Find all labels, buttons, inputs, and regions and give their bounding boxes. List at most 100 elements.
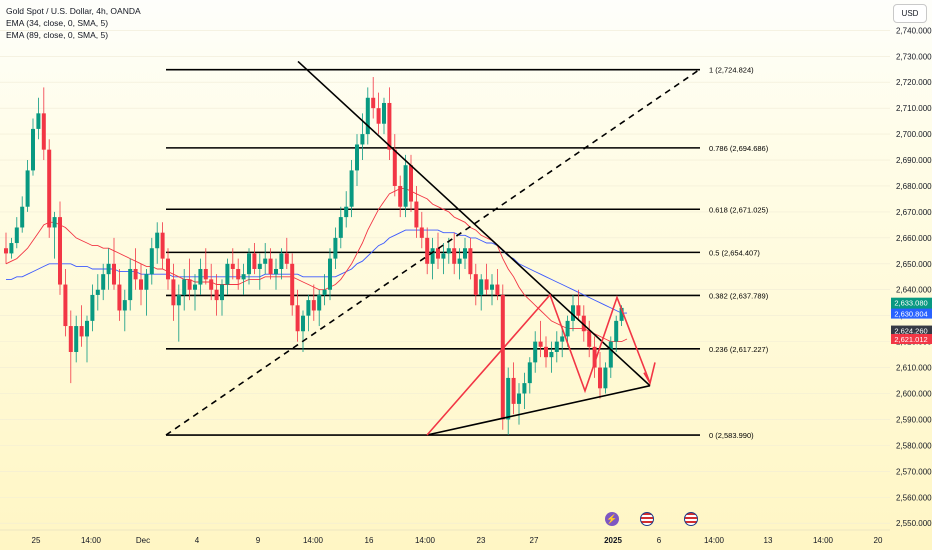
candle-body — [112, 263, 116, 285]
price-label-value: 2,630.804 — [894, 310, 927, 319]
candle-body — [252, 253, 257, 269]
candle-body — [14, 227, 19, 244]
candle-body — [139, 279, 143, 290]
candle-body — [414, 201, 419, 228]
ema34-path — [5, 188, 628, 343]
ema89-legend[interactable]: EMA (89, close, 0, SMA, 5) — [6, 30, 109, 40]
y-tick-label: 2,590.000 — [896, 415, 932, 424]
candle-body — [236, 268, 241, 280]
x-tick-label: 4 — [195, 536, 200, 545]
candle-body — [306, 300, 311, 316]
y-tick-label: 2,730.000 — [896, 52, 932, 61]
fib-levels — [166, 68, 700, 436]
candle-body — [436, 248, 440, 259]
y-tick-label: 2,660.000 — [896, 234, 932, 243]
y-tick-label: 2,570.000 — [896, 467, 932, 476]
ema34-legend[interactable]: EMA (34, close, 0, SMA, 5) — [6, 18, 109, 28]
symbol-title[interactable]: Gold Spot / U.S. Dollar, 4h, OANDA — [6, 6, 141, 16]
y-gridlines — [0, 30, 890, 524]
x-tick-label: 6 — [657, 536, 662, 545]
candle-body — [425, 237, 430, 264]
us-flag-event-icon[interactable] — [684, 512, 698, 526]
candle-body — [187, 279, 192, 290]
y-tick-label: 2,610.000 — [896, 364, 932, 373]
x-tick-label: 27 — [530, 536, 539, 545]
candle-body — [592, 346, 597, 368]
candle-body — [36, 113, 41, 129]
candle-body — [576, 305, 581, 316]
candle-body — [495, 284, 500, 295]
y-tick-label: 2,560.000 — [896, 493, 932, 502]
x-tick-label: 16 — [365, 536, 374, 545]
candle-body — [171, 279, 176, 306]
candle-body — [279, 253, 284, 269]
candle-body — [122, 300, 127, 311]
fib-level-label: 0.786 (2,694.686) — [709, 144, 769, 153]
ema89-line — [6, 229, 627, 314]
candle-body — [317, 294, 322, 311]
candle-body — [68, 326, 73, 352]
us-flag-event-icon[interactable] — [640, 512, 654, 526]
candle-body — [500, 294, 505, 420]
candle-body — [571, 305, 575, 321]
candle-body — [52, 217, 57, 228]
candle-body — [295, 305, 300, 332]
price-label-tag — [891, 333, 932, 344]
candle-body — [392, 149, 397, 186]
candle-body — [614, 320, 619, 342]
candle-body — [403, 165, 408, 207]
y-tick-label: 2,640.000 — [896, 286, 932, 295]
lightning-event-icon[interactable]: ⚡ — [605, 512, 619, 526]
candle-body — [457, 258, 462, 264]
fib-level-label: 0 (2,583.990) — [709, 431, 754, 440]
candle-body — [31, 128, 35, 171]
price-label-tag — [891, 325, 932, 336]
fib-diagonal — [165, 68, 701, 436]
x-tick-label: 23 — [477, 536, 486, 545]
candle-body — [349, 170, 354, 207]
candle-body — [117, 284, 122, 311]
x-tick-label: 9 — [256, 536, 261, 545]
candle-body — [603, 367, 608, 389]
candle-body — [398, 185, 403, 207]
candle-body — [106, 263, 111, 275]
projection-path — [426, 293, 651, 436]
candle-body — [20, 206, 25, 228]
candle-body — [149, 248, 154, 275]
y-tick-label: 2,650.000 — [896, 260, 932, 269]
candle-body — [360, 134, 365, 145]
projection-arrowhead — [643, 362, 656, 386]
candle-body — [74, 326, 79, 352]
time-axis: 25 14:00 Dec 4 9 14:00 16 14:00 23 27 2025 6 14:00 13… — [0, 529, 890, 545]
ascending-trendline — [426, 384, 651, 436]
y-tick-label: 2,600.000 — [896, 389, 932, 398]
ema34-line — [5, 188, 628, 343]
y-tick-label: 2,690.000 — [896, 156, 932, 165]
candle-body — [527, 362, 532, 384]
candle-body — [517, 393, 521, 404]
candle-body — [484, 279, 489, 290]
ema89-path — [6, 229, 627, 314]
currency-button[interactable]: USD — [893, 4, 927, 23]
candle-body — [166, 258, 170, 280]
x-tick-label: 14:00 — [415, 536, 436, 545]
candle-body — [225, 263, 230, 285]
candle-body — [182, 279, 187, 295]
y-tick-label: 2,670.000 — [896, 208, 932, 217]
candle-body — [544, 346, 548, 358]
candle-body — [241, 274, 246, 280]
candle-body — [554, 341, 559, 352]
candle-body — [344, 206, 349, 218]
candle-body — [25, 170, 30, 207]
candle-body — [214, 289, 219, 301]
candle-body — [209, 279, 214, 290]
candle-body — [90, 294, 95, 321]
candle-body — [47, 149, 52, 228]
candle-body — [619, 307, 624, 321]
x-tick-label: 14:00 — [813, 536, 834, 545]
candle-body — [133, 268, 138, 280]
candle-body — [382, 102, 386, 124]
candle-body — [203, 268, 208, 280]
